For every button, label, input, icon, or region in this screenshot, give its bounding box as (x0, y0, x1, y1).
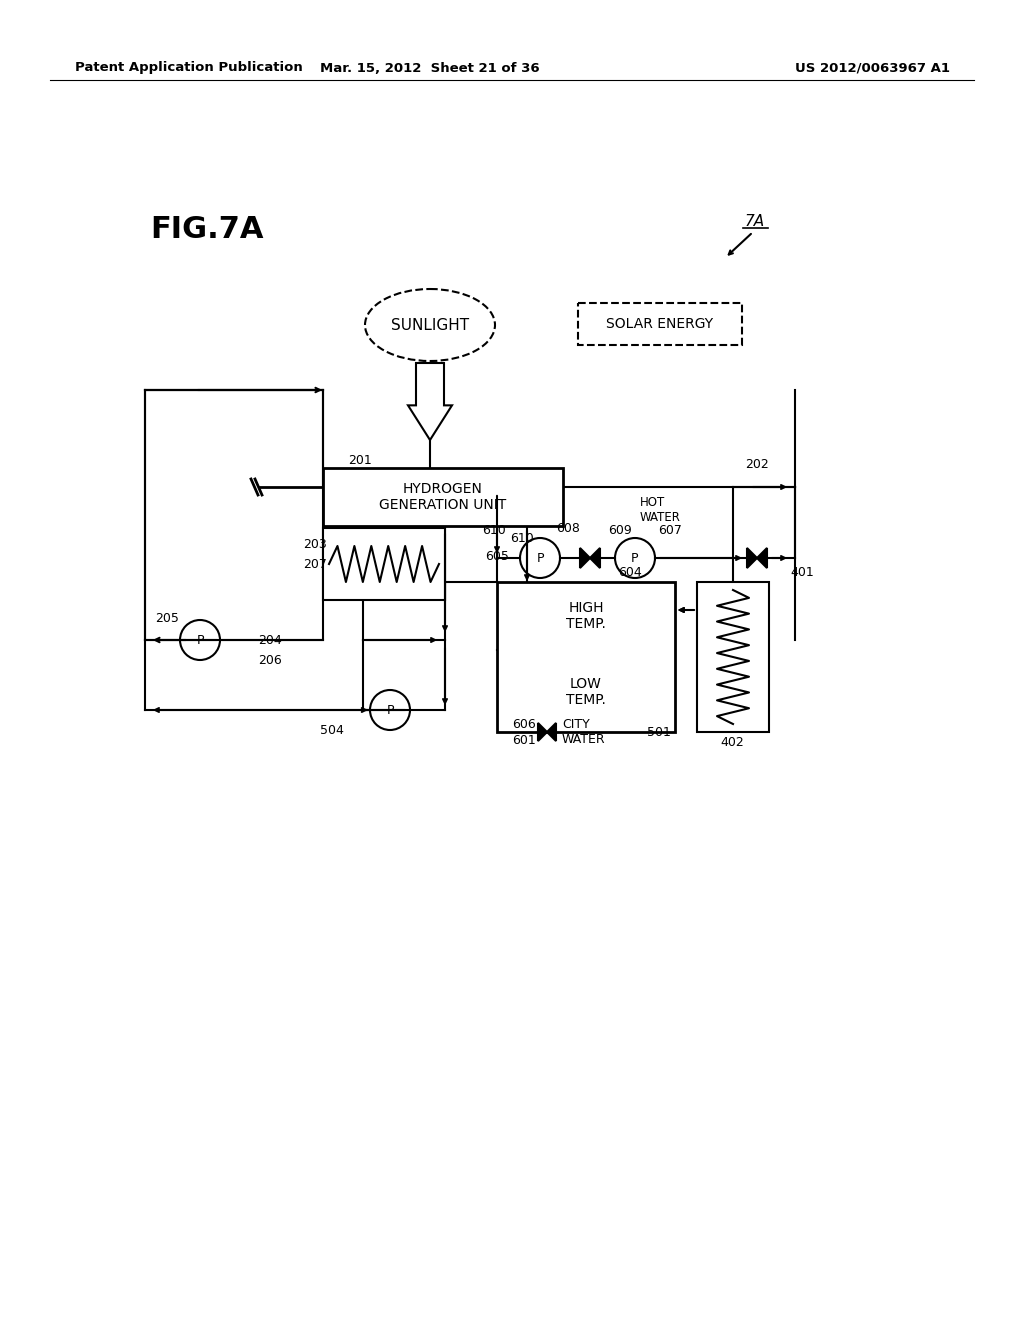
Text: FIG.7A: FIG.7A (150, 215, 263, 244)
Text: 606: 606 (512, 718, 536, 730)
Text: 604: 604 (618, 565, 642, 578)
Text: Patent Application Publication: Patent Application Publication (75, 62, 303, 74)
Text: 206: 206 (258, 653, 282, 667)
Text: US 2012/0063967 A1: US 2012/0063967 A1 (795, 62, 950, 74)
Polygon shape (590, 548, 600, 568)
Text: P: P (537, 552, 544, 565)
FancyBboxPatch shape (578, 304, 742, 345)
Text: LOW
TEMP.: LOW TEMP. (566, 677, 606, 708)
Text: 609: 609 (608, 524, 632, 536)
Text: CITY
WATER: CITY WATER (562, 718, 605, 746)
Ellipse shape (365, 289, 495, 360)
Text: 601: 601 (512, 734, 536, 747)
Text: HYDROGEN
GENERATION UNIT: HYDROGEN GENERATION UNIT (379, 482, 507, 512)
Polygon shape (757, 548, 767, 568)
Polygon shape (547, 723, 556, 741)
Text: P: P (386, 704, 394, 717)
Text: Mar. 15, 2012  Sheet 21 of 36: Mar. 15, 2012 Sheet 21 of 36 (321, 62, 540, 74)
Bar (497, 582, 675, 733)
Text: 610: 610 (482, 524, 506, 536)
Text: 201: 201 (348, 454, 372, 466)
Text: 610: 610 (510, 532, 534, 544)
Text: 401: 401 (790, 565, 814, 578)
Text: SUNLIGHT: SUNLIGHT (391, 318, 469, 333)
Bar (323, 528, 445, 601)
Text: 608: 608 (556, 521, 580, 535)
Bar (697, 582, 769, 733)
Text: 202: 202 (745, 458, 769, 471)
Text: HOT
WATER: HOT WATER (640, 496, 681, 524)
Text: SOLAR ENERGY: SOLAR ENERGY (606, 317, 714, 331)
Text: 504: 504 (319, 723, 344, 737)
Text: 402: 402 (720, 735, 743, 748)
Bar (323, 469, 563, 525)
Bar (145, 389, 323, 640)
Text: 205: 205 (155, 611, 179, 624)
Text: HIGH
TEMP.: HIGH TEMP. (566, 601, 606, 631)
Text: 7A: 7A (744, 214, 765, 230)
Text: 203: 203 (303, 539, 327, 552)
Polygon shape (538, 723, 547, 741)
Polygon shape (408, 363, 452, 440)
Text: P: P (631, 552, 639, 565)
Text: P: P (197, 634, 204, 647)
Polygon shape (746, 548, 757, 568)
Text: 605: 605 (485, 549, 509, 562)
Polygon shape (580, 548, 590, 568)
Text: 501: 501 (647, 726, 671, 738)
Text: 607: 607 (658, 524, 682, 536)
Text: 204: 204 (258, 634, 282, 647)
Text: 207: 207 (303, 557, 327, 570)
